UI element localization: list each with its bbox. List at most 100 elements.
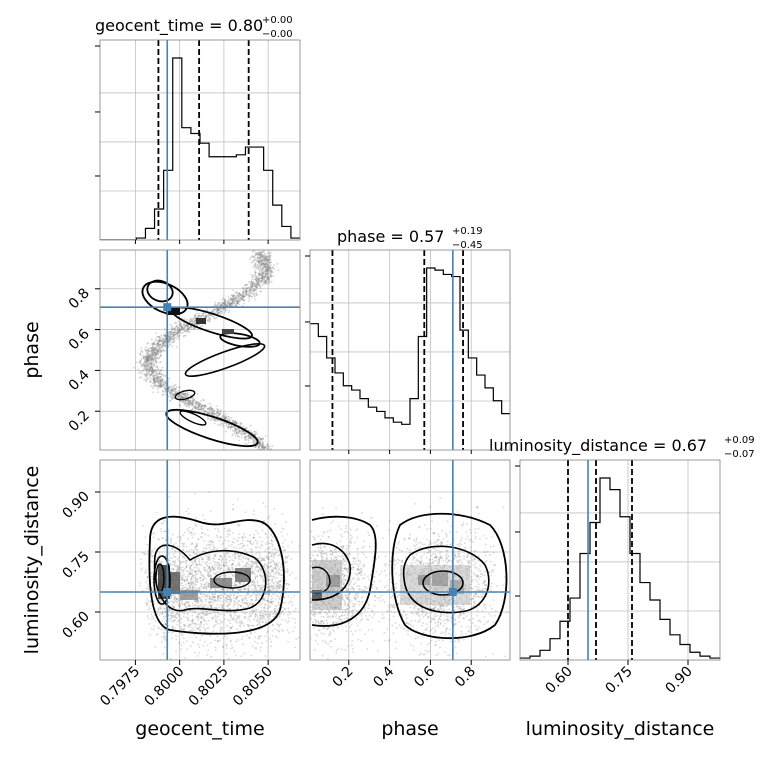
sample-point — [224, 417, 227, 420]
sample-point — [247, 587, 250, 590]
sample-point — [202, 405, 205, 408]
sample-point — [182, 400, 184, 403]
sample-point — [169, 336, 172, 339]
sample-point — [151, 341, 154, 344]
sample-point — [269, 601, 272, 604]
sample-point — [277, 664, 279, 666]
sample-point — [239, 553, 242, 556]
sample-point — [198, 563, 201, 566]
sample-point — [174, 542, 177, 545]
sample-point — [178, 604, 181, 607]
sample-point — [268, 619, 271, 622]
sample-point — [169, 391, 172, 394]
sample-point — [215, 534, 218, 537]
sample-point — [269, 260, 271, 263]
sample-point — [152, 600, 155, 603]
sample-point — [188, 331, 191, 333]
sample-point — [274, 607, 277, 610]
sample-point — [230, 644, 233, 646]
sample-point — [242, 425, 245, 428]
sample-point — [167, 339, 170, 342]
sample-point — [141, 351, 144, 354]
sample-point — [218, 310, 221, 312]
sample-point — [149, 381, 152, 384]
sample-point — [262, 272, 265, 275]
sample-point — [177, 331, 180, 334]
sample-point — [254, 271, 257, 274]
sample-point — [257, 622, 260, 625]
sample-point — [279, 583, 282, 586]
sample-point — [189, 566, 192, 569]
sample-point — [169, 338, 172, 341]
sample-point — [270, 276, 272, 278]
sample-point — [146, 349, 149, 352]
sample-point — [257, 279, 260, 282]
sample-point — [152, 360, 155, 362]
sample-point — [211, 407, 214, 410]
sample-point — [191, 581, 194, 584]
sample-point — [258, 284, 261, 287]
sample-point — [255, 431, 258, 433]
sample-point — [252, 582, 255, 584]
sample-point — [254, 298, 257, 301]
sample-point — [187, 618, 190, 621]
sample-point — [186, 402, 189, 405]
sample-point — [259, 263, 261, 266]
sample-point — [213, 607, 216, 609]
sample-point — [146, 355, 149, 358]
sample-point — [198, 558, 201, 561]
sample-point — [155, 385, 158, 388]
sample-point — [143, 355, 146, 358]
sample-point — [259, 256, 261, 259]
sample-point — [276, 588, 279, 590]
sample-point — [252, 255, 255, 258]
sample-point — [182, 396, 185, 399]
sample-point — [259, 586, 262, 589]
sample-point — [244, 290, 246, 293]
sample-point — [232, 588, 235, 591]
sample-point — [181, 393, 184, 395]
sample-point — [178, 605, 181, 608]
sample-point — [238, 588, 241, 591]
sample-point — [208, 317, 211, 320]
sample-point — [179, 394, 181, 397]
sample-point — [151, 355, 153, 358]
sample-point — [203, 316, 206, 319]
sample-point — [208, 318, 211, 321]
sample-point — [189, 404, 192, 407]
sample-point — [183, 629, 185, 632]
sample-point — [208, 604, 211, 607]
sample-point — [253, 593, 256, 596]
sample-point — [178, 389, 180, 392]
sample-point — [258, 254, 261, 257]
sample-point — [145, 372, 148, 375]
sample-point — [184, 606, 187, 609]
sample-point — [226, 612, 229, 614]
sample-point — [288, 583, 290, 586]
sample-point — [268, 579, 271, 582]
sample-point — [221, 558, 224, 561]
sample-point — [261, 263, 264, 266]
sample-point — [256, 287, 258, 289]
sample-point — [245, 289, 247, 291]
sample-point — [252, 537, 255, 539]
sample-point — [183, 568, 186, 570]
sample-point — [258, 444, 261, 447]
sample-point — [231, 554, 234, 556]
sample-point — [238, 298, 241, 301]
sample-point — [252, 288, 255, 291]
sample-point — [151, 347, 154, 349]
sample-point — [269, 266, 271, 269]
sample-point — [243, 443, 246, 446]
sample-point — [251, 285, 254, 288]
sample-point — [258, 256, 261, 259]
sample-point — [177, 331, 180, 333]
sample-point — [277, 574, 280, 576]
sample-point — [209, 598, 211, 600]
sample-point — [191, 611, 194, 614]
sample-point — [163, 545, 166, 548]
sample-point — [186, 327, 189, 330]
sample-point — [147, 369, 149, 371]
sample-point — [171, 388, 174, 391]
sample-point — [256, 624, 259, 626]
